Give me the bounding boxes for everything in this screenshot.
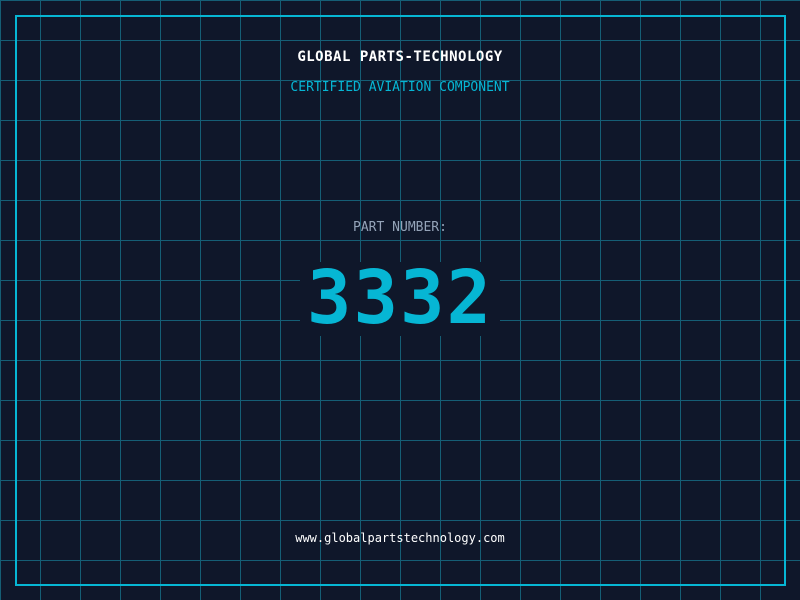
part-number-value: 3332 [306,255,494,341]
part-number-label: PART NUMBER: [353,220,447,235]
company-subtitle: CERTIFIED AVIATION COMPONENT [290,80,510,95]
website-url: www.globalpartstechnology.com [295,531,505,545]
border-frame [15,15,786,586]
company-title: GLOBAL PARTS-TECHNOLOGY [297,49,503,65]
part-number-backdrop [300,262,500,336]
